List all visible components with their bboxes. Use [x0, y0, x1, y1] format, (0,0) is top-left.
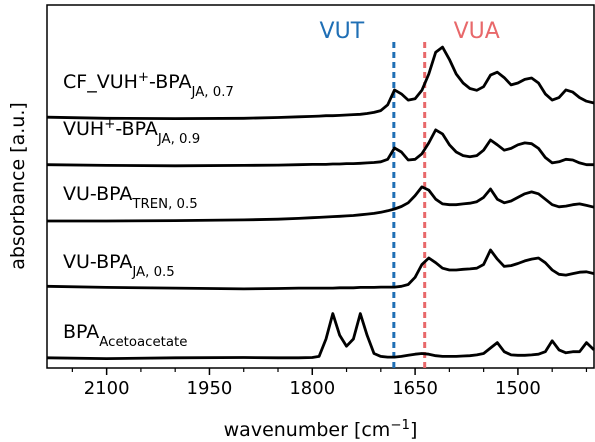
- label-part: +: [104, 117, 115, 132]
- series-label: VUH+-BPAJA, 0.9: [63, 117, 200, 147]
- x-tick-label: 1500: [495, 378, 541, 399]
- label-part: JA, 0.9: [157, 132, 200, 147]
- spectrum-line: [46, 128, 594, 168]
- label-part: wavenumber [cm: [224, 419, 391, 441]
- label-part: +: [138, 70, 149, 85]
- spectrum-line: [47, 185, 595, 223]
- spectrum-line: [46, 45, 595, 120]
- label-part: CF_VUH: [63, 71, 138, 93]
- annotation: VUA: [454, 19, 500, 44]
- x-axis-label: wavenumber [cm−1]: [224, 418, 418, 442]
- series-label: BPAAcetoacetate: [63, 321, 187, 350]
- label-part: VU-BPA: [63, 251, 132, 273]
- label-part: VU-BPA: [63, 183, 132, 205]
- series-label: VU-BPAJA, 0.5: [63, 251, 175, 280]
- label-part: ]: [410, 419, 417, 441]
- label-part: JA, 0.5: [131, 265, 174, 280]
- x-tick-label: 1650: [392, 378, 438, 399]
- label-part: JA, 0.7: [191, 85, 234, 100]
- label-part: VUH: [63, 118, 104, 140]
- x-tick-label: 1800: [289, 378, 335, 399]
- label-part: −1: [390, 418, 410, 433]
- spectrum-line: [46, 248, 595, 291]
- label-part: TREN, 0.5: [131, 197, 197, 212]
- plot-frame: [46, 4, 595, 369]
- spectrum-line: [46, 312, 595, 360]
- label-part: -BPA: [115, 118, 157, 140]
- x-tick-label: 1950: [187, 378, 233, 399]
- label-part: -BPA: [149, 71, 191, 93]
- annotation: VUT: [320, 19, 365, 44]
- label-part: BPA: [63, 321, 99, 343]
- x-tick-label: 2100: [84, 378, 130, 399]
- series-label: VU-BPATREN, 0.5: [63, 183, 198, 212]
- series-label: CF_VUH+-BPAJA, 0.7: [63, 70, 234, 100]
- label-part: Acetoacetate: [99, 335, 187, 350]
- y-axis-label: absorbance [a.u.]: [7, 102, 29, 270]
